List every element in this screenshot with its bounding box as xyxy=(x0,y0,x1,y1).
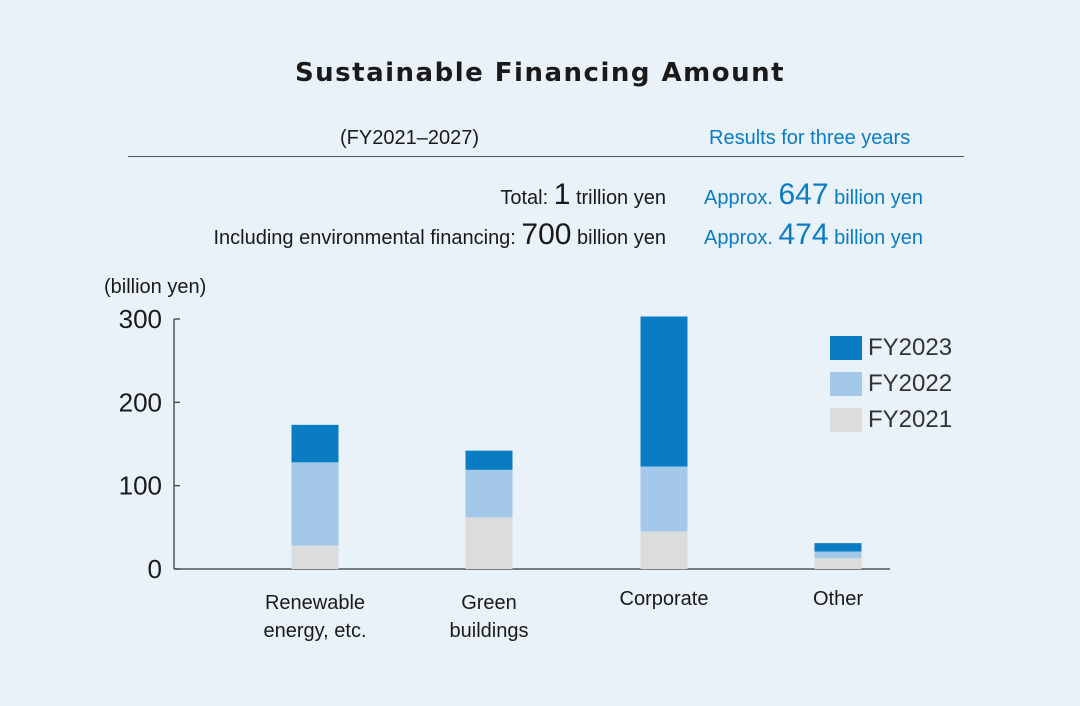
bar-fy2021-2 xyxy=(465,517,513,569)
x-category-label: Renewable energy, etc. xyxy=(263,592,367,642)
y-tick-label: 0 xyxy=(148,554,162,584)
legend-label: FY2022 xyxy=(868,370,953,397)
legend-label: FY2023 xyxy=(868,334,953,361)
target-total-label: Total: xyxy=(500,187,554,209)
result-environmental: Approx. 474 billion yen xyxy=(704,218,923,252)
x-category-label: Green buildings xyxy=(449,592,529,642)
y-tick-label: 200 xyxy=(119,387,162,417)
bar-fy2022-4 xyxy=(814,551,862,559)
bar-fy2021-4 xyxy=(814,558,862,569)
y-tick-label: 100 xyxy=(119,471,162,501)
bar-fy2023-1 xyxy=(291,424,339,463)
bar-fy2021-3 xyxy=(640,531,688,569)
x-category-label: Corporate xyxy=(619,588,709,610)
result-total-prefix: Approx. xyxy=(704,187,779,209)
target-total-unit: trillion yen xyxy=(570,187,666,209)
legend-label: FY2021 xyxy=(868,406,953,433)
bar-fy2023-3 xyxy=(640,316,688,467)
results-heading: Results for three years xyxy=(709,127,911,149)
period-label: (FY2021–2027) xyxy=(340,127,479,149)
result-total: Approx. 647 billion yen xyxy=(704,178,923,212)
y-tick-label: 300 xyxy=(119,304,162,334)
target-environmental-label: Including environmental financing: xyxy=(213,227,522,249)
y-axis-unit-label: (billion yen) xyxy=(104,276,207,298)
target-environmental-value: 700 xyxy=(521,218,572,251)
chart-title: Sustainable Financing Amount xyxy=(294,58,786,88)
result-environmental-value: 474 xyxy=(778,218,829,251)
result-environmental-unit: billion yen xyxy=(828,227,924,249)
target-environmental-unit: billion yen xyxy=(571,227,666,249)
target-total: Total: 1 trillion yen xyxy=(500,178,666,212)
bar-fy2022-3 xyxy=(640,466,688,532)
bar-fy2023-4 xyxy=(814,543,862,552)
bar-fy2021-1 xyxy=(291,545,339,569)
legend-swatch xyxy=(830,372,862,396)
legend-swatch xyxy=(830,408,862,432)
bar-fy2022-2 xyxy=(465,469,513,518)
legend-item-fy2023: FY2023 xyxy=(830,330,952,366)
target-total-value: 1 xyxy=(553,178,571,211)
target-environmental: Including environmental financing: 700 b… xyxy=(213,218,666,252)
chart-legend: FY2023 FY2022 FY2021 xyxy=(830,330,952,438)
x-category-label: Other xyxy=(812,588,864,610)
result-total-value: 647 xyxy=(778,178,829,211)
result-environmental-prefix: Approx. xyxy=(704,227,779,249)
result-total-unit: billion yen xyxy=(828,187,924,209)
legend-item-fy2021: FY2021 xyxy=(830,402,952,438)
bar-fy2023-2 xyxy=(465,450,513,470)
legend-swatch xyxy=(830,336,862,360)
legend-item-fy2022: FY2022 xyxy=(830,366,952,402)
header-divider xyxy=(128,156,964,157)
bar-fy2022-1 xyxy=(291,462,339,546)
